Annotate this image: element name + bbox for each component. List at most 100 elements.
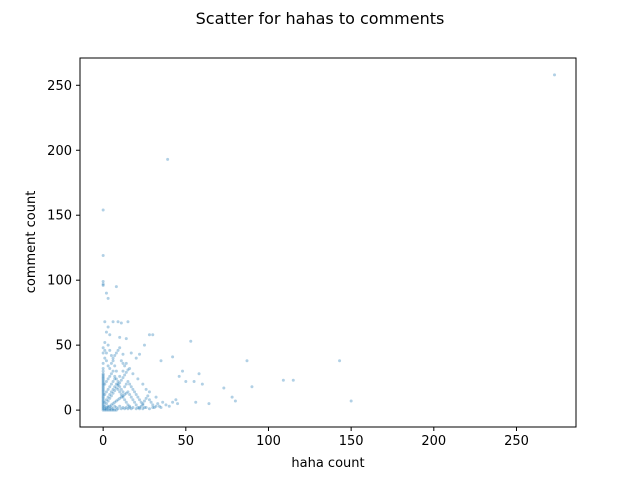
data-point	[114, 406, 118, 410]
data-point	[113, 364, 117, 368]
data-point	[101, 389, 105, 393]
data-point	[189, 339, 193, 343]
data-point	[123, 407, 127, 411]
data-point	[118, 381, 122, 385]
data-point	[123, 385, 127, 389]
plot-frame	[79, 57, 577, 428]
data-point	[119, 407, 123, 411]
data-points	[101, 73, 557, 412]
data-point	[106, 404, 110, 408]
data-point	[108, 396, 112, 400]
data-point	[108, 374, 112, 378]
data-point	[134, 403, 138, 407]
data-point	[184, 380, 188, 384]
data-point	[144, 406, 148, 410]
data-point	[104, 402, 108, 406]
data-point	[101, 394, 105, 398]
data-point	[101, 376, 105, 380]
data-point	[121, 390, 125, 394]
data-point	[157, 404, 161, 408]
data-point	[128, 367, 132, 371]
data-point	[141, 403, 145, 407]
data-point	[116, 320, 120, 324]
data-point	[124, 370, 128, 374]
data-point	[109, 361, 113, 365]
data-point	[111, 380, 115, 384]
data-point	[114, 377, 118, 381]
data-point	[116, 387, 120, 391]
data-point	[101, 378, 105, 382]
data-point	[113, 408, 117, 412]
data-point	[121, 369, 125, 373]
data-point	[114, 408, 118, 412]
data-point	[101, 373, 105, 377]
y-tick-label: 50	[55, 339, 72, 354]
data-point	[128, 406, 132, 410]
data-point	[104, 407, 108, 411]
data-point	[123, 393, 127, 397]
data-point	[291, 378, 295, 382]
data-point	[111, 359, 115, 363]
data-point	[101, 374, 105, 378]
data-point	[119, 321, 123, 325]
data-point	[113, 374, 117, 378]
data-point	[141, 402, 145, 406]
data-point	[106, 408, 110, 412]
data-point	[159, 406, 163, 410]
data-point	[101, 282, 105, 286]
data-point	[134, 393, 138, 397]
data-point	[101, 351, 105, 355]
data-point	[101, 369, 105, 373]
data-point	[118, 404, 122, 408]
data-point	[106, 325, 110, 329]
data-point	[104, 330, 108, 334]
data-point	[118, 390, 122, 394]
x-axis-label: haha count	[291, 456, 364, 471]
data-point	[101, 402, 105, 406]
data-point	[133, 400, 137, 404]
data-point	[101, 383, 105, 387]
data-point	[108, 333, 112, 337]
data-point	[103, 348, 107, 352]
data-point	[250, 385, 254, 389]
data-point	[118, 396, 122, 400]
data-point	[139, 404, 143, 408]
data-point	[230, 395, 234, 399]
data-point	[101, 399, 105, 403]
data-point	[114, 285, 118, 289]
y-tick-label: 150	[47, 209, 72, 224]
data-point	[101, 367, 105, 371]
data-point	[136, 395, 140, 399]
data-point	[133, 390, 137, 394]
data-point	[103, 382, 107, 386]
data-point	[119, 378, 123, 382]
data-point	[101, 398, 105, 402]
data-point	[101, 408, 105, 412]
data-point	[101, 386, 105, 390]
data-point	[104, 351, 108, 355]
data-point	[142, 343, 146, 347]
data-point	[121, 361, 125, 365]
data-point	[103, 408, 107, 412]
data-point	[109, 394, 113, 398]
data-point	[134, 407, 138, 411]
data-point	[147, 407, 151, 411]
data-point	[245, 359, 249, 363]
data-point	[106, 364, 110, 368]
data-point	[104, 291, 108, 295]
data-point	[109, 403, 113, 407]
data-point	[111, 320, 115, 324]
data-point	[233, 399, 237, 403]
data-point	[167, 404, 171, 408]
data-point	[109, 390, 113, 394]
x-tick-label: 0	[99, 434, 107, 449]
data-point	[113, 404, 117, 408]
data-point	[101, 406, 105, 410]
data-point	[144, 396, 148, 400]
data-point	[338, 359, 342, 363]
data-point	[119, 395, 123, 399]
data-point	[156, 402, 160, 406]
data-point	[114, 369, 118, 373]
data-point	[111, 408, 115, 412]
data-point	[101, 253, 105, 257]
